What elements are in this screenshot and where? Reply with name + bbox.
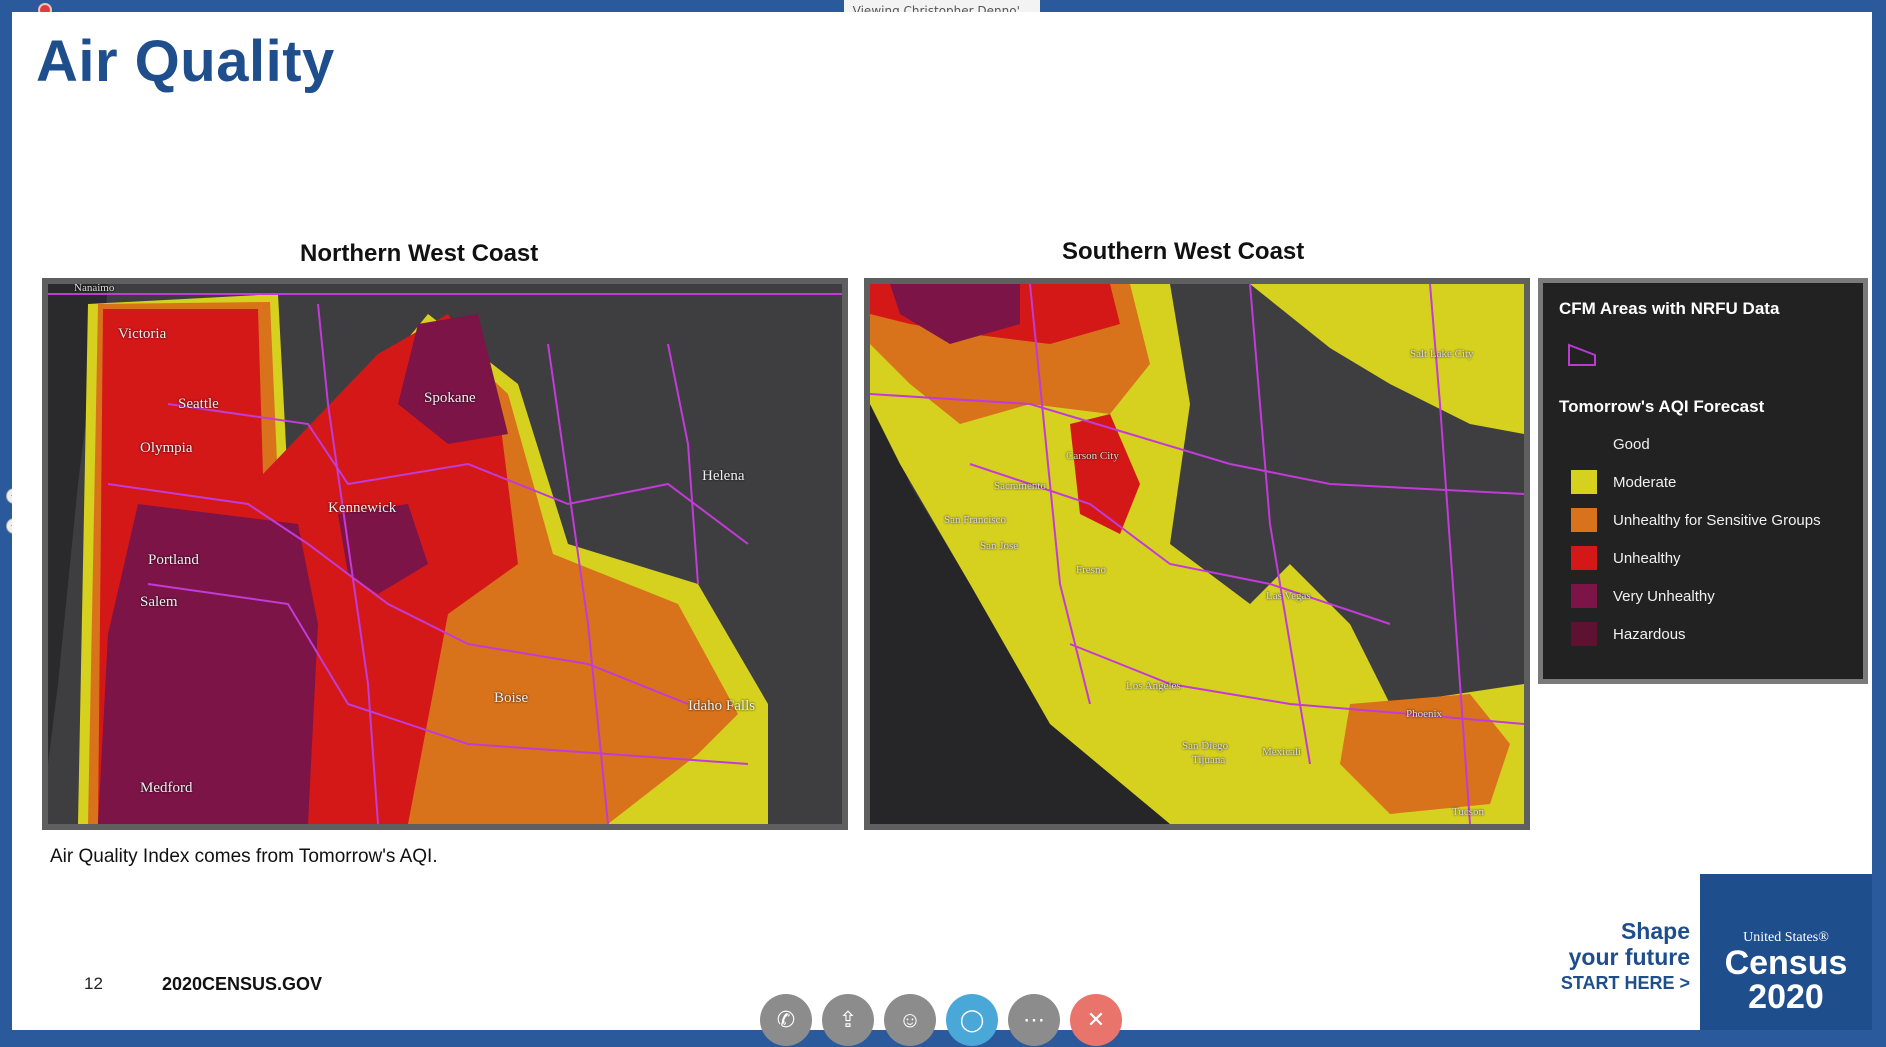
city-label: Nanaimo — [74, 282, 115, 294]
slide: Air Quality Northern West Coast — [12, 12, 1872, 1030]
city-label: Tijuana — [1192, 754, 1226, 766]
phone-icon[interactable]: ✆ — [760, 994, 812, 1046]
city-label: Portland — [148, 552, 199, 568]
city-label: Idaho Falls — [688, 698, 756, 714]
chat-icon[interactable]: ◯ — [946, 994, 998, 1046]
legend-item: Good — [1571, 431, 1650, 457]
city-label: Seattle — [178, 396, 219, 412]
legend-item: Moderate — [1571, 469, 1676, 495]
city-label: Helena — [702, 468, 745, 484]
more-icon[interactable]: ⋯ — [1008, 994, 1060, 1046]
city-label: Sacramento — [994, 480, 1046, 492]
map-legend: CFM Areas with NRFU Data Tomorrow's AQI … — [1538, 278, 1868, 684]
swatch-good — [1571, 432, 1597, 456]
city-label: Los Angeles — [1126, 680, 1181, 692]
city-label: Victoria — [118, 326, 167, 342]
city-label: San Jose — [980, 540, 1019, 552]
swatch-unhealthy — [1571, 546, 1597, 570]
legend-aqi-title: Tomorrow's AQI Forecast — [1559, 397, 1765, 416]
call-controls: ✆ ⇪ ☺ ◯ ⋯ ✕ — [760, 994, 1122, 1047]
north-map: Nanaimo Victoria Seattle Olympia Spokane… — [42, 278, 848, 830]
city-label: Mexicali — [1262, 746, 1302, 758]
slide-title: Air Quality — [36, 29, 335, 94]
census-logo: United States® Census 2020 — [1700, 874, 1872, 1030]
city-label: Las Vegas — [1266, 590, 1311, 602]
city-label: Salem — [140, 594, 178, 610]
city-label: Olympia — [140, 440, 193, 456]
legend-cfm-title: CFM Areas with NRFU Data — [1559, 299, 1780, 318]
city-label: Phoenix — [1406, 708, 1443, 720]
swatch-usg — [1571, 508, 1597, 532]
city-label: Tucson — [1452, 806, 1484, 818]
swatch-moderate — [1571, 470, 1597, 494]
city-label: San Francisco — [944, 514, 1007, 526]
polygon-icon — [1568, 343, 1596, 366]
city-label: Carson City — [1066, 450, 1119, 462]
city-label: Fresno — [1076, 564, 1106, 576]
swatch-very-unhealthy — [1571, 584, 1597, 608]
city-label: Boise — [494, 690, 529, 706]
site-url: 2020CENSUS.GOV — [162, 974, 323, 994]
slide-caption: Air Quality Index comes from Tomorrow's … — [50, 846, 438, 867]
participants-icon[interactable]: ☺ — [884, 994, 936, 1046]
legend-item: Unhealthy for Sensitive Groups — [1571, 507, 1821, 533]
city-label: Spokane — [424, 390, 476, 406]
city-label: Kennewick — [328, 500, 397, 516]
south-map: Salt Lake City Carson City Sacramento Sa… — [864, 278, 1530, 830]
city-label: San Diego — [1182, 740, 1229, 752]
page-number: 12 — [84, 974, 103, 993]
legend-item: Unhealthy — [1571, 545, 1681, 571]
shape-your-future: Shape your future START HERE > — [1560, 918, 1690, 993]
share-icon[interactable]: ⇪ — [822, 994, 874, 1046]
end-call-icon[interactable]: ✕ — [1070, 994, 1122, 1046]
south-map-heading: Southern West Coast — [1062, 238, 1305, 265]
north-map-heading: Northern West Coast — [300, 240, 539, 267]
city-label: Salt Lake City — [1410, 348, 1474, 360]
legend-item: Hazardous — [1571, 621, 1686, 647]
swatch-hazardous — [1571, 622, 1597, 646]
legend-item: Very Unhealthy — [1571, 583, 1715, 609]
city-label: Medford — [140, 780, 193, 796]
